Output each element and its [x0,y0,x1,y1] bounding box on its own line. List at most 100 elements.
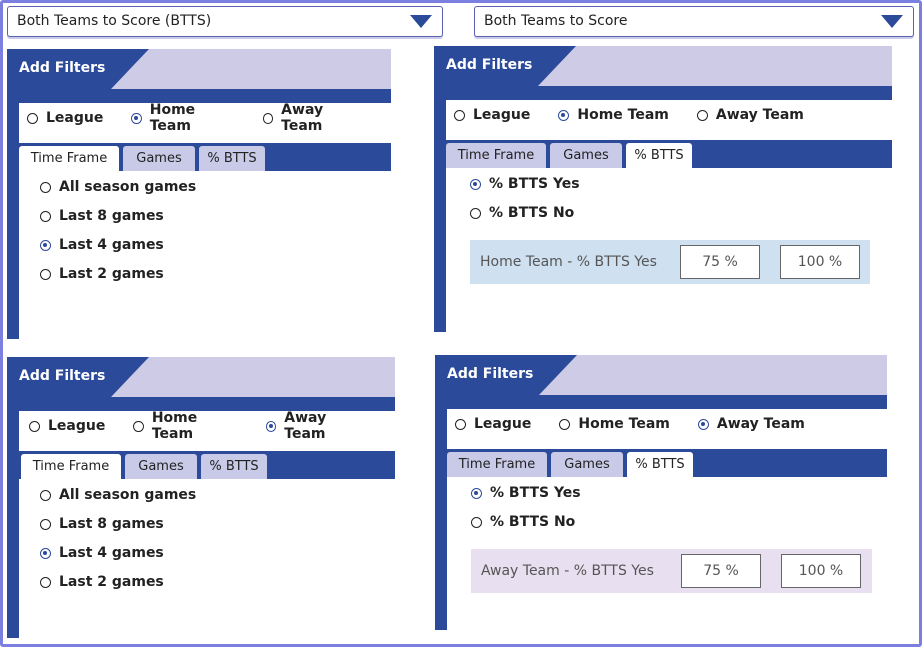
radio-home-team[interactable]: Home Team [133,410,237,442]
option-last-8-games[interactable]: Last 8 games [40,516,164,532]
range-label: Home Team - % BTTS Yes [480,254,657,270]
panel-band [7,397,395,411]
panel-title: Add Filters [19,60,106,76]
tab-content: % BTTS Yes % BTTS No Home Team - % BTTS … [446,168,892,332]
range-label: Away Team - % BTTS Yes [481,563,654,579]
range-row: Home Team - % BTTS Yes 75 % 100 % [470,240,870,284]
option-all-season-games[interactable]: All season games [40,487,196,503]
radio-league[interactable]: League [27,110,103,126]
range-min-input[interactable]: 75 % [680,245,760,279]
radio-indicator [40,210,51,222]
panel-title-tab [435,355,539,395]
option-label: % BTTS No [489,205,575,221]
panel-sidebar [434,46,446,332]
radio-indicator [131,112,142,124]
panel-title-tab-edge [539,355,577,395]
option-last-8-games[interactable]: Last 8 games [40,208,164,224]
radio-indicator [559,418,571,430]
option-label: % BTTS Yes [489,176,580,192]
radio-home-team[interactable]: Home Team [131,102,234,134]
radio-label: Home Team [149,102,196,134]
radio-indicator [558,109,570,121]
radio-league[interactable]: League [454,107,530,123]
option-btts-no[interactable]: % BTTS No [470,205,574,221]
panel-title-tab [434,46,538,86]
radio-away-team[interactable]: Away Team [697,416,805,432]
radio-indicator [133,420,144,432]
radio-indicator [40,518,51,530]
range-max-input[interactable]: 100 % [780,245,860,279]
option-last-2-games[interactable]: Last 2 games [40,266,164,282]
radio-indicator [265,420,277,432]
panel-band [435,395,887,409]
radio-indicator [470,178,481,190]
chevron-down-icon [410,15,432,28]
market-select-left-value: Both Teams to Score (BTTS) [17,13,212,29]
radio-label: Away Team [715,107,804,123]
radio-label: Away Team [281,102,324,134]
market-select-left[interactable]: Both Teams to Score (BTTS) [7,6,443,37]
radio-indicator [471,487,482,499]
radio-label: Away Team [716,416,805,432]
range-min-input[interactable]: 75 % [681,554,761,588]
filter-panel: Add Filters League Home Team Away Team Ti… [435,355,887,630]
option-btts-no[interactable]: % BTTS No [471,514,575,530]
tab-time-frame[interactable]: Time Frame [447,452,547,477]
option-label: Last 4 games [59,545,164,561]
option-btts-yes[interactable]: % BTTS Yes [471,485,581,501]
market-select-right[interactable]: Both Teams to Score [474,6,914,37]
option-label: % BTTS No [490,514,576,530]
radio-away-team[interactable]: Away Team [262,102,363,134]
radio-home-team[interactable]: Home Team [558,107,669,123]
tab-btts[interactable]: % BTTS [626,143,692,168]
tab-time-frame[interactable]: Time Frame [446,143,546,168]
radio-indicator [454,109,465,121]
option-label: All season games [59,179,197,195]
radio-indicator [40,181,51,193]
option-label: Last 8 games [59,208,164,224]
option-label: % BTTS Yes [490,485,581,501]
panel-title-tab [7,357,111,397]
tab-games[interactable]: Games [551,452,623,477]
scope-radio-group: League Home Team Away Team [447,409,887,439]
radio-league[interactable]: League [29,418,105,434]
tab-content: All season games Last 8 games Last 4 gam… [19,479,395,638]
filter-panel: Add Filters League Home Team Away Team Ti… [434,46,892,332]
tab-btts[interactable]: % BTTS [199,146,265,171]
option-last-2-games[interactable]: Last 2 games [40,574,164,590]
radio-home-team[interactable]: Home Team [559,416,670,432]
panel-band [434,86,892,100]
tab-time-frame[interactable]: Time Frame [19,146,119,171]
tab-time-frame[interactable]: Time Frame [21,454,121,479]
option-label: Last 2 games [59,266,164,282]
option-btts-yes[interactable]: % BTTS Yes [470,176,580,192]
tab-games[interactable]: Games [550,143,622,168]
radio-label: League [473,107,531,123]
radio-indicator [27,112,38,124]
option-all-season-games[interactable]: All season games [40,179,196,195]
panel-sidebar [435,355,447,630]
tab-games[interactable]: Games [125,454,197,479]
range-row: Away Team - % BTTS Yes 75 % 100 % [471,549,872,593]
panel-sidebar [7,357,19,638]
option-last-4-games[interactable]: Last 4 games [40,237,164,253]
radio-label: Away Team [284,410,327,442]
option-last-4-games[interactable]: Last 4 games [40,545,164,561]
panel-title-tab-edge [538,46,576,86]
radio-away-team[interactable]: Away Team [265,410,367,442]
tab-games[interactable]: Games [123,146,195,171]
radio-away-team[interactable]: Away Team [696,107,804,123]
tab-btts[interactable]: % BTTS [201,454,267,479]
tab-content: % BTTS Yes % BTTS No Away Team - % BTTS … [447,477,887,630]
radio-indicator [471,516,482,528]
panel-title-tab-edge [111,49,149,89]
radio-label: Home Team [577,107,669,123]
radio-league[interactable]: League [455,416,531,432]
radio-indicator [262,112,274,124]
tab-btts[interactable]: % BTTS [627,452,693,477]
scope-radio-group: League Home Team Away Team [446,100,892,130]
radio-label: Home Team [578,416,670,432]
radio-indicator [29,420,40,432]
market-select-right-value: Both Teams to Score [484,13,628,29]
range-max-input[interactable]: 100 % [781,554,861,588]
